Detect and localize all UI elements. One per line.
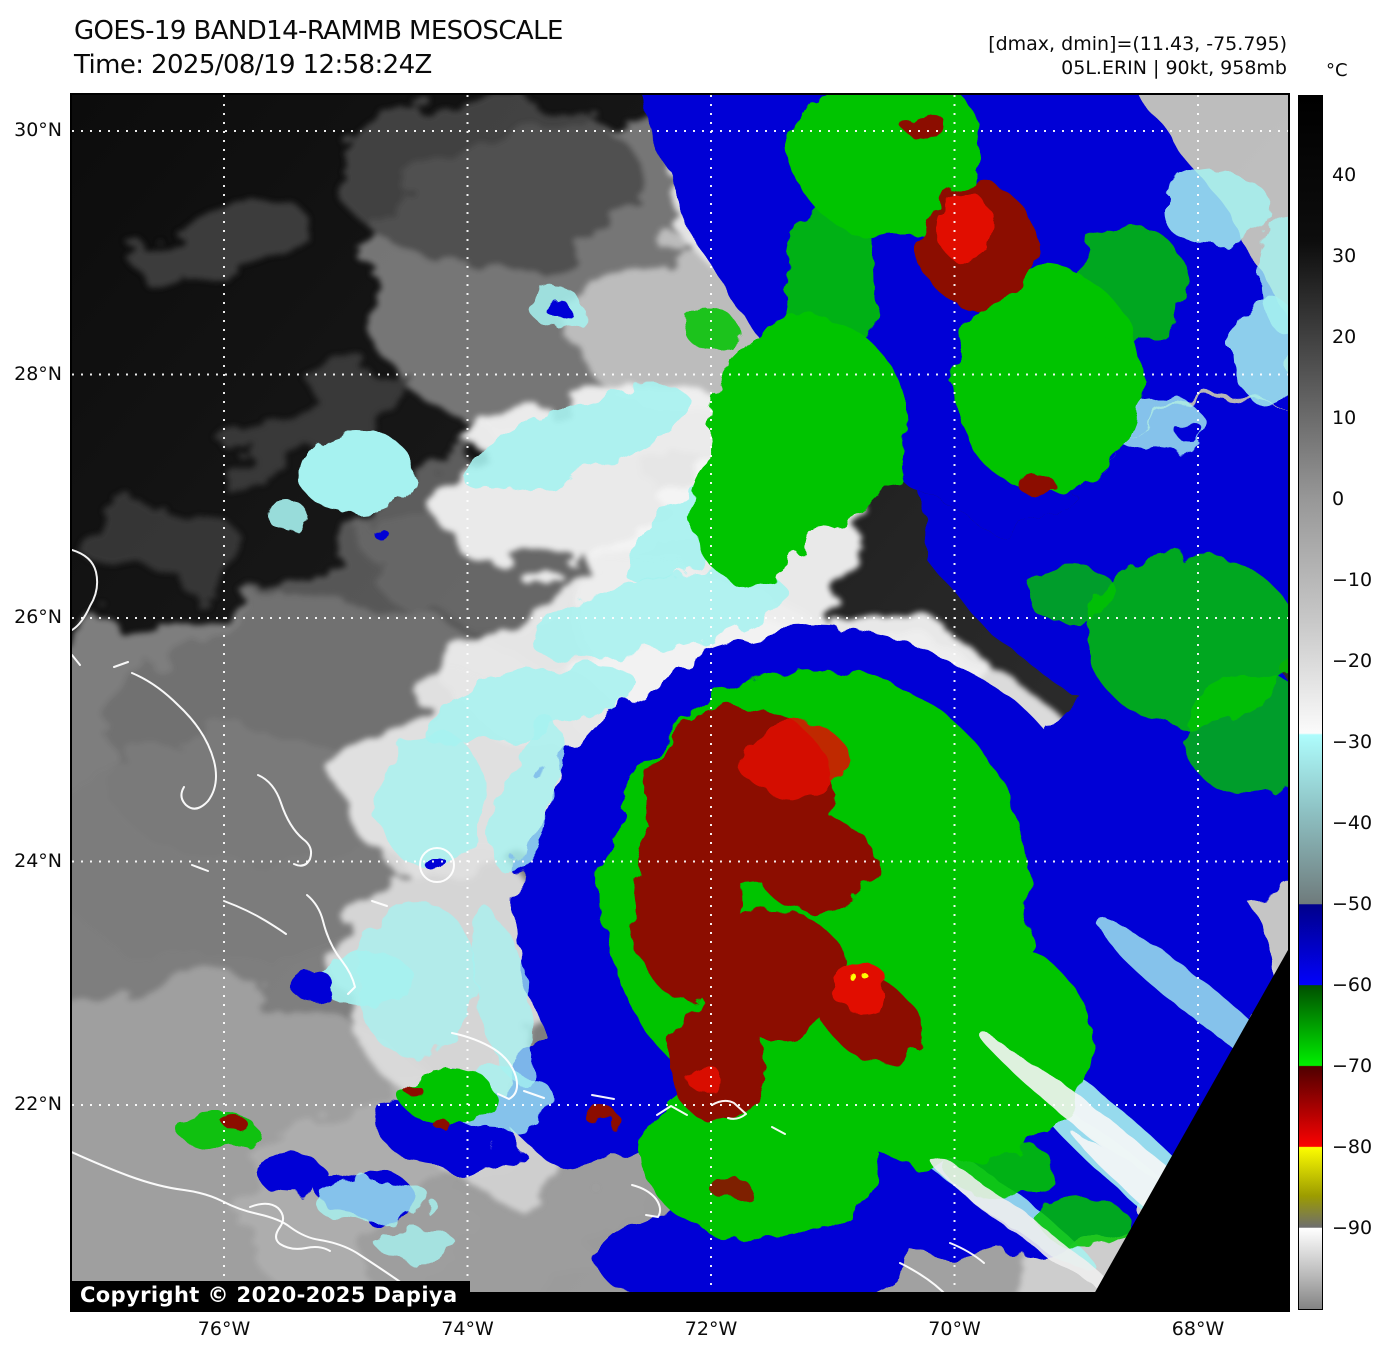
lon-label: 68°W xyxy=(1171,1318,1225,1340)
colorbar-tick-label: −20 xyxy=(1332,650,1373,672)
lon-label: 72°W xyxy=(684,1318,738,1340)
colorbar-tick-label: −40 xyxy=(1332,812,1373,834)
colorbar-unit-label: °C xyxy=(1326,60,1348,81)
satellite-scene xyxy=(72,95,1288,1310)
lon-label: 76°W xyxy=(197,1318,251,1340)
san-salvador-outline xyxy=(419,847,455,883)
colorbar-tick-label: −50 xyxy=(1332,893,1373,915)
lon-label: 74°W xyxy=(441,1318,494,1340)
colorbar-tick-label: −80 xyxy=(1332,1136,1373,1158)
colorbar-tick-label: 10 xyxy=(1332,407,1357,429)
colorbar xyxy=(1298,95,1323,1310)
lat-label: 28°N xyxy=(14,362,62,385)
satellite-map: Copyright © 2020-2025 Dapiya xyxy=(70,93,1290,1312)
hispaniola-coastline xyxy=(899,1242,985,1310)
lat-label: 30°N xyxy=(14,119,62,141)
lon-label: 70°W xyxy=(928,1318,981,1340)
page-title: GOES-19 BAND14-RAMMB MESOSCALE xyxy=(74,16,563,46)
timestamp: Time: 2025/08/19 12:58:24Z xyxy=(74,50,432,80)
storm-info: 05L.ERIN | 90kt, 958mb xyxy=(1061,57,1287,79)
lat-label: 22°N xyxy=(14,1093,62,1115)
colorbar-tick-label: 40 xyxy=(1332,164,1357,186)
colorbar-tick-label: −70 xyxy=(1332,1055,1373,1077)
colorbar-tick-label: 0 xyxy=(1332,488,1345,510)
lat-label: 24°N xyxy=(14,849,62,872)
colorbar-tick-label: 20 xyxy=(1332,326,1357,348)
copyright-badge: Copyright © 2020-2025 Dapiya xyxy=(72,1281,470,1310)
lat-label: 26°N xyxy=(14,606,62,628)
dmax-dmin-readout: [dmax, dmin]=(11.43, -75.795) xyxy=(988,33,1287,55)
colorbar-tick-label: −90 xyxy=(1332,1217,1373,1239)
overshooting-top-red-layer xyxy=(223,116,1055,1202)
colorbar-tick-label: −10 xyxy=(1332,569,1373,591)
colorbar-tick-label: 30 xyxy=(1332,245,1357,267)
colorbar-tick-label: −60 xyxy=(1332,974,1373,996)
no-data-region xyxy=(430,950,1288,1310)
colorbar-tick-label: −30 xyxy=(1332,731,1373,753)
